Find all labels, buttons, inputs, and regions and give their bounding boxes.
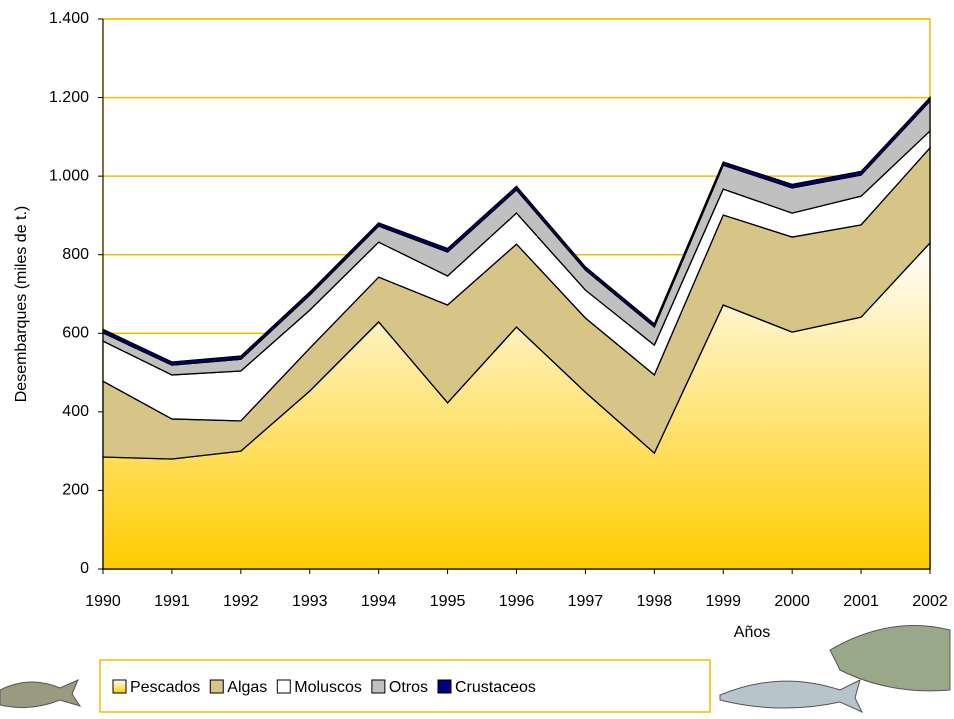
x-tick-label: 1996 xyxy=(499,593,535,610)
x-tick-label: 2000 xyxy=(774,593,810,610)
x-tick-label: 1995 xyxy=(430,593,466,610)
x-tick-label: 1998 xyxy=(637,593,673,610)
y-tick-label: 1.200 xyxy=(49,89,89,106)
legend-label: Pescados xyxy=(130,679,200,696)
y-tick-label: 0 xyxy=(80,560,89,577)
y-tick-label: 400 xyxy=(62,403,89,420)
x-tick-label: 2001 xyxy=(843,593,879,610)
x-tick-label: 1993 xyxy=(292,593,328,610)
area xyxy=(102,95,931,366)
x-tick-label: 1999 xyxy=(705,593,741,610)
legend-label: Crustaceos xyxy=(455,679,536,696)
y-tick-label: 1.400 xyxy=(49,10,89,27)
y-tick-label: 1.000 xyxy=(49,167,89,184)
x-tick-label: 1997 xyxy=(568,593,604,610)
x-tick-label: 1994 xyxy=(361,593,397,610)
fish-decoration xyxy=(0,625,951,714)
legend-swatch xyxy=(437,679,452,694)
x-tick-label: 2002 xyxy=(912,593,948,610)
x-tick-label: 1992 xyxy=(223,593,259,610)
x-tick-label: 1991 xyxy=(154,593,190,610)
legend-swatch xyxy=(209,679,224,694)
legend-swatch xyxy=(112,679,127,694)
y-tick-label: 600 xyxy=(62,325,89,342)
legend-label: Algas xyxy=(227,679,267,696)
x-axis-title: Años xyxy=(734,624,770,641)
legend-swatch xyxy=(276,679,291,694)
y-axis-title: Desembarques (miles de t.) xyxy=(13,206,30,403)
legend-label: Otros xyxy=(389,679,428,696)
legend-swatch xyxy=(371,679,386,694)
y-tick-label: 800 xyxy=(62,246,89,263)
y-tick-label: 200 xyxy=(62,482,89,499)
legend-label: Moluscos xyxy=(294,679,362,696)
x-tick-label: 1990 xyxy=(85,593,121,610)
legend-box xyxy=(99,659,711,713)
